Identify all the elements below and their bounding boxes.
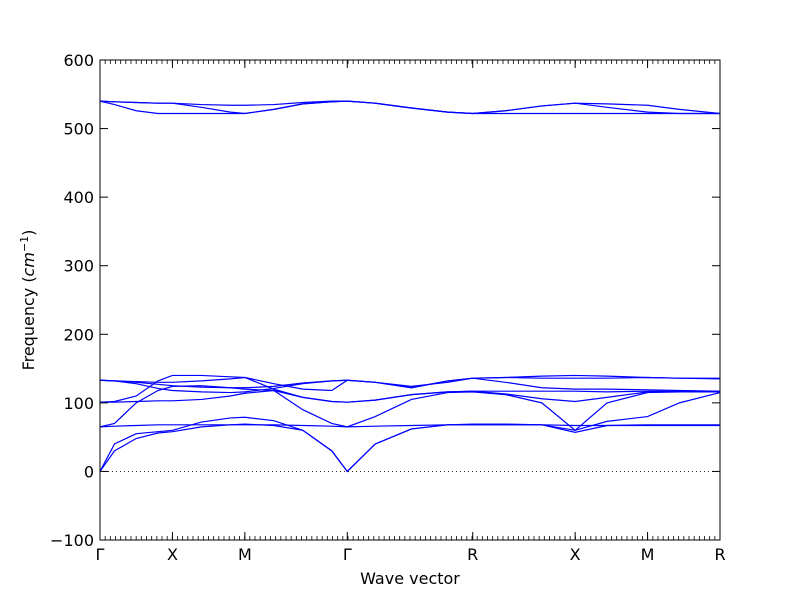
x-tick-label: X [570,545,581,564]
x-axis-label: Wave vector [360,569,460,588]
y-axis-label: Frequency (cm−1) [18,230,38,371]
y-tick-label: 100 [63,394,94,413]
x-tick-label: Γ [96,545,105,564]
y-tick-label: 400 [63,188,94,207]
y-axis-label-unit: cm [19,252,38,276]
x-tick-label: M [238,545,252,564]
band-line [99,385,720,432]
y-axis-label-close: ) [19,230,38,236]
y-axis-label-exponent: −1 [18,236,31,252]
band-line [99,391,721,473]
x-tick-label: Γ [343,545,352,564]
x-tick-label: R [714,545,725,564]
y-tick-label: −100 [50,531,94,550]
y-tick-label: 600 [63,51,94,70]
band-line [99,376,720,392]
y-tick-label: 200 [63,325,94,344]
tick-label-layer: −100 0 100 200 300 400 500 600 Γ X M Γ R X M R [50,51,726,564]
band-line [100,389,720,403]
y-tick-label: 300 [63,257,94,276]
series-layer [99,100,721,473]
x-tick-label: X [167,545,178,564]
y-tick-label: 0 [84,462,94,481]
band-line [99,100,721,115]
x-tick-label: R [467,545,478,564]
y-tick-label: 500 [63,120,94,139]
plot-background [100,60,720,540]
x-tick-label: M [641,545,655,564]
plot-frame [99,59,721,541]
y-axis-label-text: Frequency ( [19,276,38,370]
